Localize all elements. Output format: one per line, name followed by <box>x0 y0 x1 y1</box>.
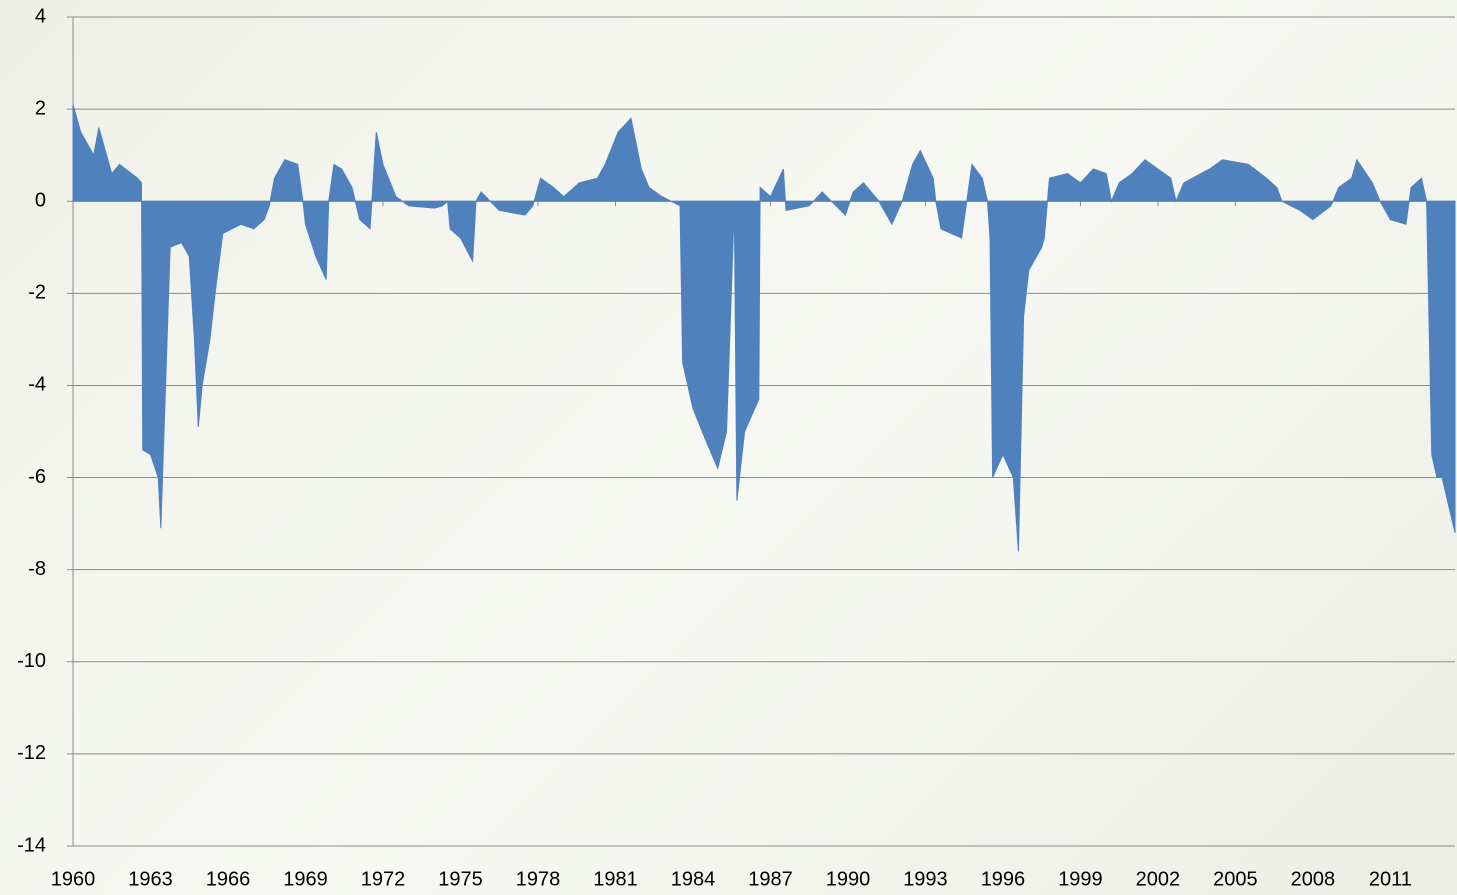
x-tick-label: 1963 <box>128 868 173 890</box>
x-tick-label: 1987 <box>748 868 793 890</box>
x-tick-label: 1969 <box>283 868 328 890</box>
x-tick-label: 1981 <box>593 868 638 890</box>
x-tick-label: 1960 <box>51 868 96 890</box>
area <box>72 104 1456 552</box>
y-tick-label: -8 <box>28 558 46 580</box>
x-tick-label: 1984 <box>671 868 716 890</box>
x-tick-label: 2002 <box>1136 868 1181 890</box>
x-tick-label: 1990 <box>826 868 871 890</box>
x-tick-label: 1999 <box>1058 868 1103 890</box>
y-tick-label: -4 <box>28 374 46 396</box>
y-tick-label: 2 <box>35 97 46 119</box>
x-tick-label: 1978 <box>516 868 561 890</box>
x-tick-label: 2008 <box>1291 868 1336 890</box>
x-tick-label: 1993 <box>903 868 948 890</box>
x-tick-label: 1975 <box>438 868 483 890</box>
y-tick-label: 4 <box>35 5 46 27</box>
y-tick-label: 0 <box>35 190 46 212</box>
x-tick-label: 1972 <box>361 868 406 890</box>
y-tick-label: -14 <box>17 834 46 856</box>
x-tick-label: 2005 <box>1213 868 1258 890</box>
y-tick-label: -12 <box>17 742 46 764</box>
x-tick-label: 1966 <box>206 868 251 890</box>
y-tick-label: -10 <box>17 650 46 672</box>
x-tick-label: 2011 <box>1369 868 1412 890</box>
x-tick-label: 1996 <box>981 868 1026 890</box>
y-tick-label: -6 <box>28 466 46 488</box>
y-tick-label: -2 <box>28 282 46 304</box>
